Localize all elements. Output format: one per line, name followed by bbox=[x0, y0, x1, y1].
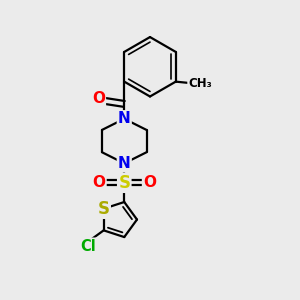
Text: N: N bbox=[118, 156, 130, 171]
Text: Cl: Cl bbox=[80, 239, 96, 254]
Text: N: N bbox=[118, 111, 130, 126]
Text: O: O bbox=[143, 175, 156, 190]
Text: S: S bbox=[98, 200, 110, 218]
Text: O: O bbox=[92, 91, 105, 106]
Text: S: S bbox=[118, 174, 130, 192]
Text: O: O bbox=[92, 175, 106, 190]
Text: CH₃: CH₃ bbox=[188, 76, 212, 90]
